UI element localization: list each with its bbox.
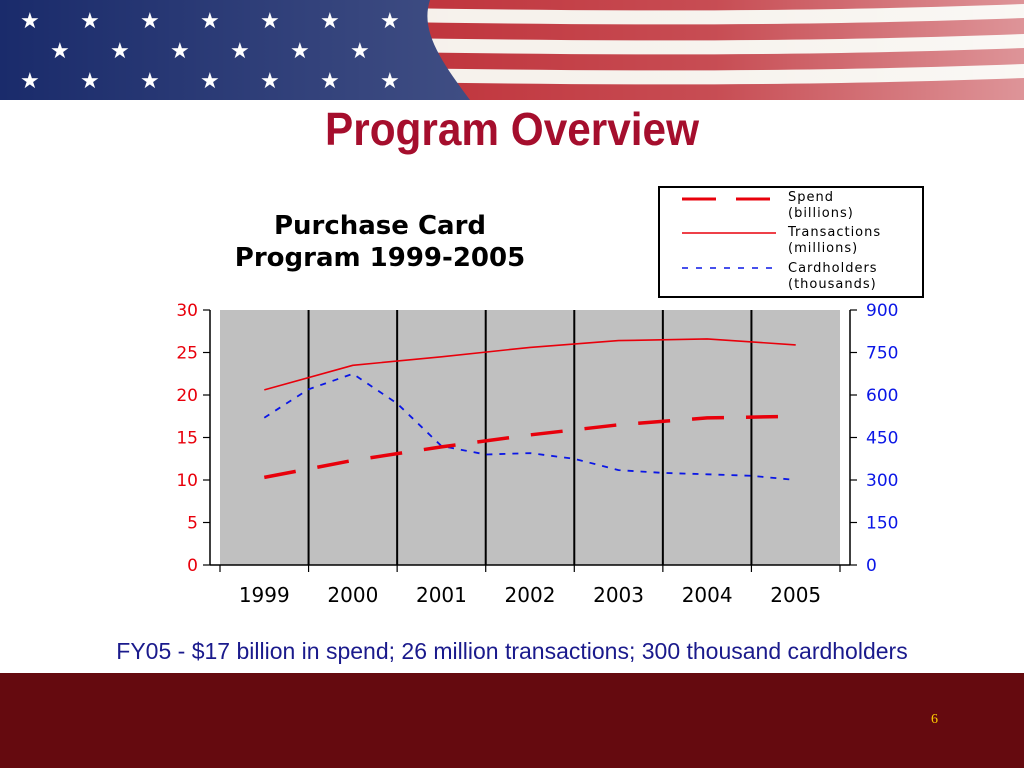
series-line-transactions: [264, 338, 796, 391]
x-axis-tick-label: 2001: [416, 583, 467, 607]
legend-label-cardholders-2: (thousands): [788, 277, 877, 292]
left-axis-tick-label: 20: [176, 386, 198, 406]
right-axis-tick-label: 600: [866, 386, 898, 406]
legend: Spend (billions) Transactions (millions)…: [658, 186, 924, 298]
summary-caption: FY05 - $17 billion in spend; 26 million …: [116, 638, 908, 664]
right-axis-tick-label: 0: [866, 556, 877, 576]
legend-label-cardholders-1: Cardholders: [788, 261, 878, 276]
left-axis-tick-label: 15: [176, 429, 198, 449]
left-axis-tick-label: 30: [176, 301, 198, 321]
series-line-spend: [263, 414, 796, 480]
chart-title-line-2: Program 1999-2005: [235, 243, 525, 273]
right-axis-tick-label: 900: [866, 301, 898, 321]
legend-label-transactions-1: Transactions: [787, 225, 881, 240]
left-axis-tick-label: 10: [176, 471, 198, 491]
right-axis-tick-label: 750: [866, 344, 898, 364]
x-axis-tick-label: 2003: [593, 583, 644, 607]
x-axis-tick-label: 2002: [505, 583, 556, 607]
x-axis-tick-label: 2005: [770, 583, 821, 607]
left-axis-tick-label: 0: [187, 556, 198, 576]
right-axis-tick-label: 450: [866, 429, 898, 449]
page-number: 6: [931, 712, 938, 727]
slide-title: Program Overview: [324, 103, 700, 155]
footer-bar: [0, 673, 1024, 768]
legend-label-spend-1: Spend: [788, 190, 834, 205]
right-axis-tick-label: 150: [866, 514, 898, 534]
x-axis-tick-label: 1999: [239, 583, 290, 607]
left-axis-tick-label: 25: [176, 344, 198, 364]
legend-label-transactions-2: (millions): [788, 241, 858, 256]
series-line-cardholders: [263, 372, 796, 481]
right-axis-tick-label: 300: [866, 471, 898, 491]
x-axis-tick-label: 2000: [327, 583, 378, 607]
chart-title-line-1: Purchase Card: [274, 211, 486, 241]
legend-box: [658, 186, 924, 298]
flag-banner: ★★★★★★★ ★★★★★★ ★★★★★★★: [0, 0, 1024, 100]
plot-area: [220, 310, 840, 565]
legend-label-spend-2: (billions): [788, 206, 854, 221]
x-axis-tick-label: 2004: [682, 583, 733, 607]
left-axis-tick-label: 5: [187, 514, 198, 534]
